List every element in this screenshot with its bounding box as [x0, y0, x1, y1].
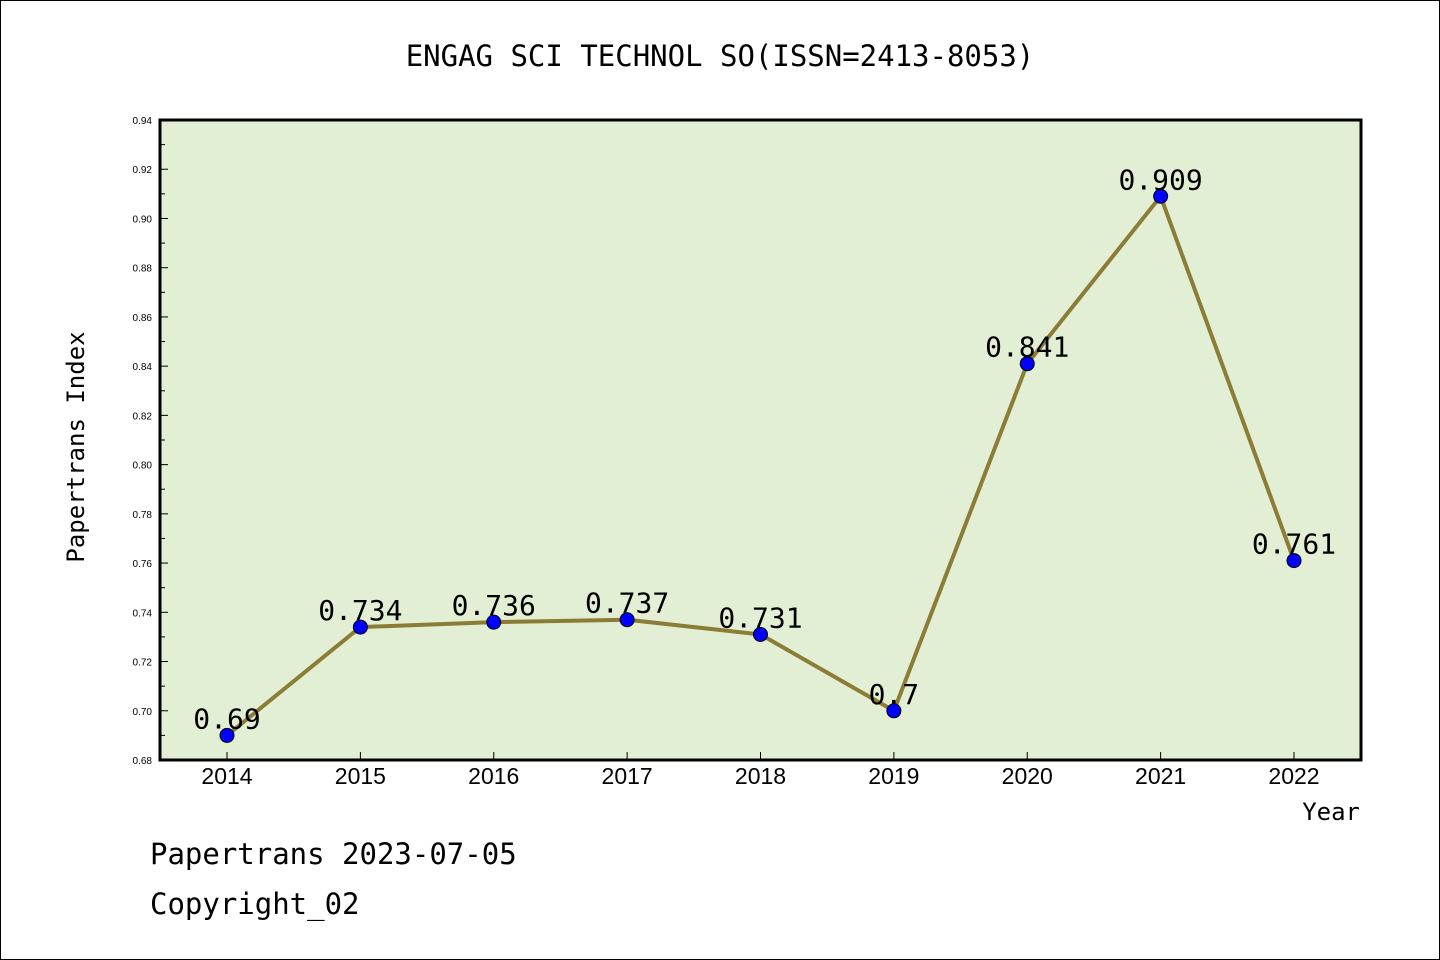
y-tick-label: 0.68 — [133, 756, 153, 767]
data-point — [886, 703, 902, 719]
y-tick-label: 0.78 — [133, 510, 153, 521]
series-papertrans-index: 0.69 0.734 0.736 0.737 0.731 0.7 0.841 0.909 0.7… — [193, 163, 1336, 743]
x-tick-label: 2020 — [1002, 763, 1053, 789]
x-tick-label: 2018 — [735, 763, 786, 789]
x-tick-label: 2015 — [335, 763, 386, 789]
y-tick-label: 0.70 — [133, 707, 153, 718]
data-label: 0.841 — [985, 331, 1069, 364]
y-tick-label: 0.92 — [133, 165, 153, 176]
y-tick-label: 0.84 — [133, 362, 153, 373]
plot-area — [158, 118, 1363, 762]
data-point — [352, 619, 368, 635]
y-tick-label: 0.88 — [133, 264, 153, 275]
data-label: 0.909 — [1118, 163, 1202, 196]
x-tick-label: 2019 — [868, 763, 919, 789]
footer-copyright: Copyright_02 — [150, 887, 360, 922]
x-tick-label: 2014 — [201, 763, 252, 789]
y-tick-label: 0.80 — [133, 461, 153, 472]
data-point — [1286, 553, 1302, 569]
y-tick-label: 0.90 — [133, 214, 153, 225]
data-point — [753, 626, 768, 642]
x-tick-label: 2016 — [468, 763, 519, 789]
y-tick-label: 0.74 — [133, 608, 153, 619]
x-tick-label: 2017 — [602, 763, 653, 789]
x-tick-label: 2022 — [1268, 763, 1319, 789]
y-axis: 0.68 0.70 0.72 0.74 0.76 0.78 0.80 0.82 0.84 0.86… — [133, 116, 168, 767]
data-label: 0.761 — [1252, 528, 1336, 561]
chart-title: ENGAG SCI TECHNOL SO(ISSN=2413-8053) — [406, 39, 1035, 73]
data-label: 0.736 — [452, 589, 536, 622]
data-label: 0.731 — [718, 601, 802, 634]
y-tick-label: 0.82 — [133, 411, 153, 422]
data-label: 0.69 — [193, 702, 260, 735]
y-tick-label: 0.76 — [133, 559, 153, 570]
data-label: 0.737 — [585, 587, 669, 620]
data-label: 0.7 — [869, 678, 920, 711]
data-point — [1153, 188, 1169, 204]
data-point — [486, 614, 502, 630]
y-tick-label: 0.72 — [133, 658, 153, 669]
x-axis-label: Year — [1302, 798, 1360, 826]
data-point — [1019, 356, 1035, 372]
x-axis: 2014 2015 2016 2017 2018 2019 2020 2021 2022 — [201, 752, 1320, 789]
x-tick-label: 2021 — [1135, 763, 1186, 789]
y-tick-label: 0.94 — [133, 116, 153, 127]
data-label: 0.734 — [318, 594, 402, 627]
y-axis-label: Papertrans Index — [62, 331, 90, 562]
data-point — [619, 612, 635, 628]
y-tick-label: 0.86 — [133, 313, 153, 324]
footer-date: Papertrans 2023-07-05 — [150, 837, 517, 871]
data-point — [219, 727, 235, 743]
